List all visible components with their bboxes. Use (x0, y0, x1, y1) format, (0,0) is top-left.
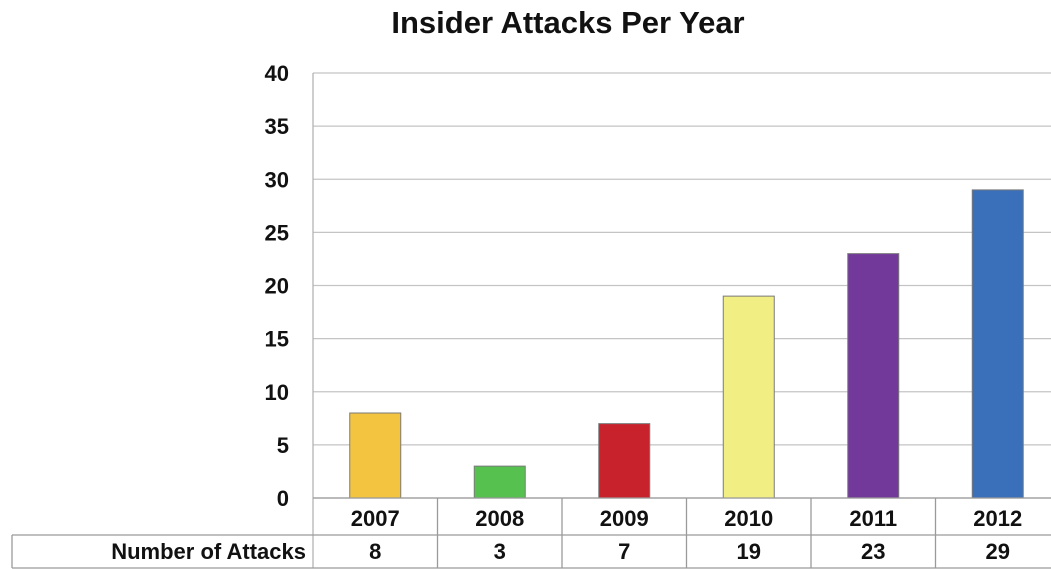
gridlines (312, 72, 1051, 568)
y-tick-label-10: 10 (265, 380, 289, 405)
bar-2011 (847, 253, 900, 499)
data-table-value-2009: 7 (618, 539, 630, 564)
y-tick-label-15: 15 (265, 327, 289, 352)
y-tick-label-0: 0 (277, 486, 289, 511)
y-tick-label-35: 35 (265, 114, 289, 139)
data-table-value-2010: 19 (737, 539, 761, 564)
bar-2009 (598, 423, 651, 499)
x-category-label-2011: 2011 (849, 506, 897, 531)
bar-2010 (722, 295, 775, 499)
data-table-value-2012: 29 (986, 539, 1010, 564)
x-category-label-2010: 2010 (724, 506, 773, 531)
x-category-label-2007: 2007 (351, 506, 400, 531)
y-tick-label-30: 30 (265, 167, 289, 192)
bar-2008 (473, 465, 526, 499)
data-table-value-2011: 23 (861, 539, 885, 564)
x-category-label-2009: 2009 (600, 506, 649, 531)
y-tick-label-5: 5 (277, 433, 289, 458)
y-tick-label-20: 20 (265, 274, 289, 299)
chart-title: Insider Attacks Per Year (391, 5, 744, 40)
bar-2012 (971, 189, 1024, 499)
x-category-label-2008: 2008 (475, 506, 524, 531)
bars (349, 189, 1024, 499)
y-tick-label-40: 40 (265, 61, 289, 86)
y-axis-tick-labels: 0 5 10 15 20 25 30 35 40 (265, 61, 289, 511)
data-table-value-2007: 8 (369, 539, 381, 564)
data-table: 2007 8 2008 3 2009 7 2010 19 2011 23 2012 29 (11, 497, 1051, 569)
data-table-row-header: Number of Attacks (111, 539, 306, 564)
bar-2007 (349, 412, 402, 499)
data-table-value-2008: 3 (494, 539, 506, 564)
x-category-label-2012: 2012 (973, 506, 1022, 531)
y-tick-label-25: 25 (265, 220, 289, 245)
